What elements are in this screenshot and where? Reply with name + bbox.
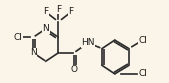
Text: F: F (69, 7, 74, 16)
Text: F: F (56, 5, 61, 14)
Text: Cl: Cl (138, 69, 147, 78)
Text: N: N (42, 24, 49, 33)
Text: N: N (30, 48, 37, 57)
Text: Cl: Cl (138, 36, 147, 45)
Text: Cl: Cl (13, 33, 22, 42)
Text: HN: HN (81, 38, 95, 47)
Text: O: O (70, 65, 77, 74)
Text: F: F (43, 7, 48, 16)
